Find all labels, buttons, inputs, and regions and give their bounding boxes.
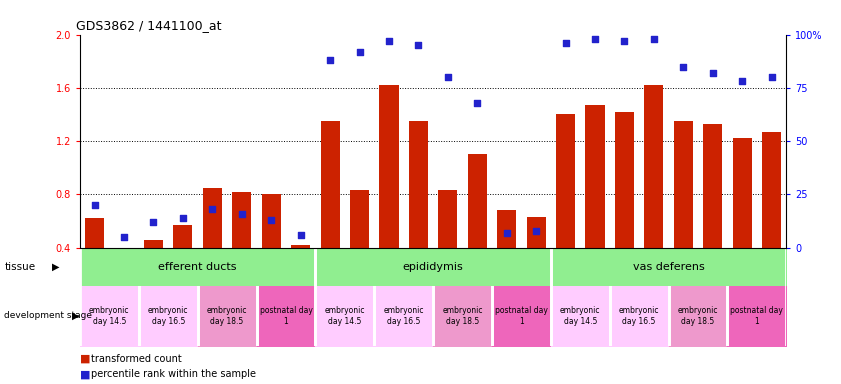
Point bbox=[735, 78, 748, 84]
Text: embryonic
day 16.5: embryonic day 16.5 bbox=[383, 306, 424, 326]
Text: embryonic
day 18.5: embryonic day 18.5 bbox=[678, 306, 718, 326]
Point bbox=[352, 48, 366, 55]
Text: ■: ■ bbox=[80, 354, 90, 364]
Text: embryonic
day 18.5: embryonic day 18.5 bbox=[207, 306, 247, 326]
Point bbox=[558, 40, 572, 46]
Bar bbox=[468, 154, 487, 248]
Point bbox=[146, 219, 160, 225]
Text: ▶: ▶ bbox=[52, 262, 60, 272]
Point bbox=[294, 232, 307, 238]
Text: epididymis: epididymis bbox=[403, 262, 463, 272]
Text: postnatal day
1: postnatal day 1 bbox=[731, 306, 783, 326]
Point bbox=[617, 38, 631, 44]
Bar bbox=[762, 132, 781, 248]
Point bbox=[176, 215, 189, 221]
Text: embryonic
day 16.5: embryonic day 16.5 bbox=[148, 306, 188, 326]
Point bbox=[706, 70, 719, 76]
Bar bbox=[144, 240, 163, 248]
Bar bbox=[173, 225, 193, 248]
Bar bbox=[291, 245, 310, 248]
Bar bbox=[703, 124, 722, 248]
Point bbox=[411, 42, 425, 48]
Point bbox=[382, 38, 395, 44]
Text: embryonic
day 18.5: embryonic day 18.5 bbox=[442, 306, 483, 326]
Text: embryonic
day 16.5: embryonic day 16.5 bbox=[619, 306, 659, 326]
Text: embryonic
day 14.5: embryonic day 14.5 bbox=[560, 306, 600, 326]
Text: ■: ■ bbox=[80, 369, 90, 379]
Point bbox=[588, 36, 601, 42]
Point bbox=[264, 217, 278, 223]
Bar bbox=[262, 194, 281, 248]
Text: postnatal day
1: postnatal day 1 bbox=[260, 306, 312, 326]
Bar bbox=[350, 190, 369, 248]
Text: development stage: development stage bbox=[4, 311, 93, 320]
Text: tissue: tissue bbox=[4, 262, 35, 272]
Text: efferent ducts: efferent ducts bbox=[158, 262, 237, 272]
Bar bbox=[526, 217, 546, 248]
Bar bbox=[379, 85, 399, 248]
Text: ▶: ▶ bbox=[72, 311, 80, 321]
Text: postnatal day
1: postnatal day 1 bbox=[495, 306, 547, 326]
Point bbox=[676, 63, 690, 70]
Point bbox=[470, 100, 484, 106]
Point bbox=[441, 74, 454, 80]
Point bbox=[323, 57, 336, 63]
Bar bbox=[114, 248, 134, 250]
Point bbox=[529, 228, 542, 234]
Point bbox=[764, 74, 778, 80]
Bar bbox=[733, 139, 752, 248]
Bar bbox=[497, 210, 516, 248]
Bar bbox=[556, 114, 575, 248]
Point bbox=[235, 210, 248, 217]
Bar bbox=[615, 112, 634, 248]
Point bbox=[500, 230, 513, 236]
Text: embryonic
day 14.5: embryonic day 14.5 bbox=[325, 306, 365, 326]
Text: GDS3862 / 1441100_at: GDS3862 / 1441100_at bbox=[77, 19, 222, 32]
Bar bbox=[203, 188, 222, 248]
Bar bbox=[674, 121, 693, 248]
Text: vas deferens: vas deferens bbox=[632, 262, 705, 272]
Point bbox=[87, 202, 101, 208]
Bar bbox=[85, 218, 104, 248]
Text: transformed count: transformed count bbox=[91, 354, 182, 364]
Point bbox=[647, 36, 660, 42]
Bar bbox=[644, 85, 664, 248]
Bar bbox=[320, 121, 340, 248]
Bar bbox=[232, 192, 251, 248]
Bar bbox=[409, 121, 428, 248]
Point bbox=[117, 234, 130, 240]
Bar bbox=[585, 105, 605, 248]
Point bbox=[205, 206, 219, 212]
Text: embryonic
day 14.5: embryonic day 14.5 bbox=[89, 306, 130, 326]
Text: percentile rank within the sample: percentile rank within the sample bbox=[91, 369, 256, 379]
Bar bbox=[438, 190, 458, 248]
